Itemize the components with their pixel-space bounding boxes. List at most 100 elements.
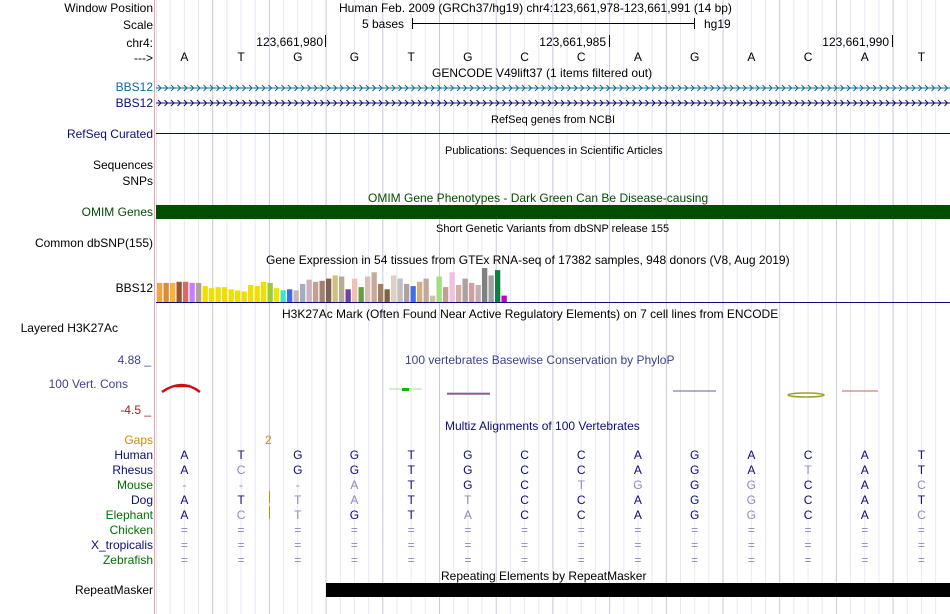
gtex-tissue-bar[interactable] <box>280 290 286 302</box>
species-label[interactable]: X_tropicalis <box>90 538 153 552</box>
gtex-tissue-bar[interactable] <box>417 281 423 302</box>
gtex-tissue-bar[interactable] <box>332 275 338 302</box>
base-letter: A <box>180 50 189 64</box>
strand-chevron <box>333 99 338 107</box>
gtex-tissue-bar[interactable] <box>436 276 442 303</box>
gtex-tissue-bar[interactable] <box>293 290 299 302</box>
gtex-tissue-bar[interactable] <box>456 285 462 302</box>
species-label[interactable]: Mouse <box>116 478 153 492</box>
gtex-tissue-bar[interactable] <box>306 279 312 302</box>
gtex-tissue-bar[interactable] <box>475 285 481 302</box>
gtex-tissue-bar[interactable] <box>267 282 273 302</box>
gtex-tissue-bar[interactable] <box>384 289 390 302</box>
gtex-tissue-bar[interactable] <box>443 287 449 302</box>
gtex-tissue-bar[interactable] <box>209 288 215 302</box>
gtex-tissue-bar[interactable] <box>235 290 241 302</box>
gtex-label[interactable]: BBS12 <box>115 281 153 295</box>
gtex-tissue-bar[interactable] <box>482 268 488 302</box>
omim-title[interactable]: OMIM Gene Phenotypes - Dark Green Can Be… <box>368 191 709 205</box>
strand-chevron <box>320 84 325 92</box>
species-label[interactable]: Dog <box>130 493 153 507</box>
gtex-tissue-bar[interactable] <box>241 291 247 302</box>
species-label[interactable]: Human <box>114 448 153 462</box>
gtex-tissue-bar[interactable] <box>495 270 501 302</box>
refseq-title[interactable]: RefSeq genes from NCBI <box>491 114 616 126</box>
strand-chevron <box>424 84 429 92</box>
species-label[interactable]: Zebrafish <box>102 553 153 567</box>
gtex-tissue-bar[interactable] <box>423 278 429 302</box>
repeat-element-bar[interactable] <box>326 583 950 597</box>
gtex-tissue-bar[interactable] <box>261 281 267 302</box>
gtex-bar-chart[interactable] <box>156 268 950 302</box>
gtex-tissue-bar[interactable] <box>404 283 410 302</box>
species-label[interactable]: Rhesus <box>112 463 153 477</box>
gtex-tissue-bar[interactable] <box>358 287 364 302</box>
gtex-tissue-bar[interactable] <box>319 280 325 302</box>
h3k27-label[interactable]: Layered H3K27Ac <box>20 321 118 335</box>
species-label[interactable]: Elephant <box>105 508 153 522</box>
gencode-title[interactable]: GENCODE V49lift37 (1 items filtered out) <box>432 66 653 80</box>
refseq-gene-line[interactable] <box>156 133 950 134</box>
gaps-label[interactable]: Gaps <box>124 433 153 447</box>
gtex-tissue-bar[interactable] <box>488 275 494 302</box>
gtex-tissue-bar[interactable] <box>300 283 306 302</box>
strand-chevron <box>866 99 871 107</box>
gtex-tissue-bar[interactable] <box>501 295 507 302</box>
gtex-tissue-bar[interactable] <box>189 282 195 302</box>
gencode-item-label[interactable]: BBS12 <box>115 96 153 110</box>
gtex-tissue-bar[interactable] <box>313 281 319 302</box>
gtex-tissue-bar[interactable] <box>274 288 280 302</box>
phylop-label[interactable]: 100 Vert. Cons <box>48 377 128 391</box>
gtex-tissue-bar[interactable] <box>163 282 169 302</box>
snps-label[interactable]: SNPs <box>122 174 153 188</box>
gtex-tissue-bar[interactable] <box>202 286 208 302</box>
dbsnp-title[interactable]: Short Genetic Variants from dbSNP releas… <box>436 223 670 235</box>
strand-chevron <box>684 99 689 107</box>
gtex-tissue-bar[interactable] <box>228 289 234 302</box>
gtex-tissue-bar[interactable] <box>222 287 228 302</box>
multiz-title[interactable]: Multiz Alignments of 100 Vertebrates <box>445 419 640 433</box>
species-label[interactable]: Chicken <box>109 523 153 537</box>
strand-chevron <box>827 99 832 107</box>
gtex-tissue-bar[interactable] <box>157 282 163 302</box>
omim-label[interactable]: OMIM Genes <box>81 205 153 219</box>
omim-feature-bar[interactable] <box>156 205 950 219</box>
gtex-tissue-bar[interactable] <box>287 289 293 302</box>
gtex-tissue-bar[interactable] <box>469 282 475 302</box>
strand-chevron <box>911 99 916 107</box>
dbsnp-label[interactable]: Common dbSNP(155) <box>34 236 153 250</box>
gtex-tissue-bar[interactable] <box>176 281 182 302</box>
gtex-tissue-bar[interactable] <box>248 285 254 302</box>
gtex-tissue-bar[interactable] <box>196 282 202 302</box>
gtex-tissue-bar[interactable] <box>339 276 345 303</box>
gtex-tissue-bar[interactable] <box>397 278 403 302</box>
h3k27-title[interactable]: H3K27Ac Mark (Often Found Near Active Re… <box>282 307 779 321</box>
gtex-tissue-bar[interactable] <box>391 275 397 302</box>
gtex-tissue-bar[interactable] <box>183 281 189 302</box>
gtex-tissue-bar[interactable] <box>462 278 468 302</box>
sequences-label[interactable]: Sequences <box>92 158 153 172</box>
gtex-tissue-bar[interactable] <box>170 282 176 302</box>
gtex-tissue-bar[interactable] <box>326 278 332 302</box>
gtex-tissue-bar[interactable] <box>430 295 436 302</box>
repeat-label[interactable]: RepeatMasker <box>74 583 153 597</box>
refseq-label[interactable]: RefSeq Curated <box>66 127 153 141</box>
gtex-tissue-bar[interactable] <box>371 272 377 302</box>
gtex-tissue-bar[interactable] <box>345 289 351 302</box>
gtex-title[interactable]: Gene Expression in 54 tissues from GTEx … <box>266 253 790 267</box>
alignment-base: A <box>747 463 756 477</box>
gtex-tissue-bar[interactable] <box>449 272 455 302</box>
gencode-transcripts[interactable] <box>156 82 950 108</box>
phylop-title[interactable]: 100 vertebrates Basewise Conservation by… <box>405 353 675 367</box>
gtex-tissue-bar[interactable] <box>365 276 371 303</box>
phylop-graph[interactable] <box>156 380 950 402</box>
gtex-tissue-bar[interactable] <box>410 286 416 302</box>
gencode-item-label[interactable]: BBS12 <box>115 80 153 94</box>
gtex-tissue-bar[interactable] <box>215 287 221 302</box>
repeat-title[interactable]: Repeating Elements by RepeatMasker <box>441 569 647 583</box>
pubs-title[interactable]: Publications: Sequences in Scientific Ar… <box>445 145 663 157</box>
gtex-tissue-bar[interactable] <box>254 286 260 302</box>
gtex-tissue-bar[interactable] <box>352 278 358 302</box>
gtex-tissue-bar[interactable] <box>378 283 384 302</box>
strand-chevron <box>664 99 669 107</box>
